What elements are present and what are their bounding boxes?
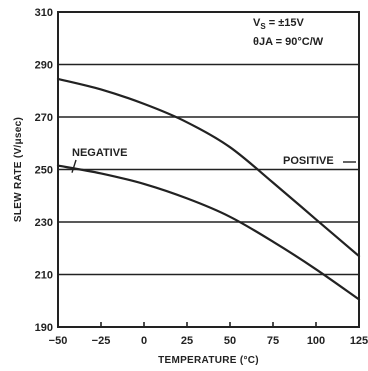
supply-voltage-main: V (253, 17, 261, 29)
y-tick-label: 290 (35, 60, 53, 72)
thermal-resistance-annotation: θJA = 90°C/W (253, 36, 324, 48)
x-tick-label: 25 (181, 335, 193, 347)
supply-voltage-annotation: VS = ±15V (253, 17, 304, 31)
grid-layer (58, 63, 359, 276)
supply-voltage-subscript: S (260, 22, 266, 31)
y-tick-label: 270 (35, 112, 53, 124)
y-tick-label: 210 (35, 270, 53, 282)
y-tick-label: 250 (35, 165, 53, 177)
y-tick-label: 230 (35, 217, 53, 229)
x-tick-label: −50 (49, 335, 68, 347)
tick-layer: 190 210 230 250 270 290 310 −50 −25 0 25 50 75 100 125 (35, 7, 368, 347)
x-tick-label: 75 (267, 335, 279, 347)
plot-frame (57, 11, 360, 328)
y-axis-label: SLEW RATE (V/μsec) (13, 117, 24, 222)
y-tick-label: 310 (35, 7, 53, 19)
negative-series-label: NEGATIVE (72, 147, 127, 159)
x-tick-label: 100 (307, 335, 325, 347)
negative-label-pointer (71, 159, 77, 173)
positive-slew-rate-line (56, 77, 361, 258)
x-tick-label: −25 (92, 335, 111, 347)
positive-series-label: POSITIVE (283, 155, 334, 167)
x-tick-label: 0 (141, 335, 147, 347)
x-axis-label: TEMPERATURE (°C) (158, 355, 259, 366)
negative-slew-rate-line (56, 164, 361, 301)
x-tick-label: 50 (224, 335, 236, 347)
y-tick-label: 190 (35, 322, 53, 334)
supply-voltage-value: = ±15V (266, 17, 305, 29)
series-layer (56, 77, 361, 301)
x-tick-label: 125 (350, 335, 368, 347)
